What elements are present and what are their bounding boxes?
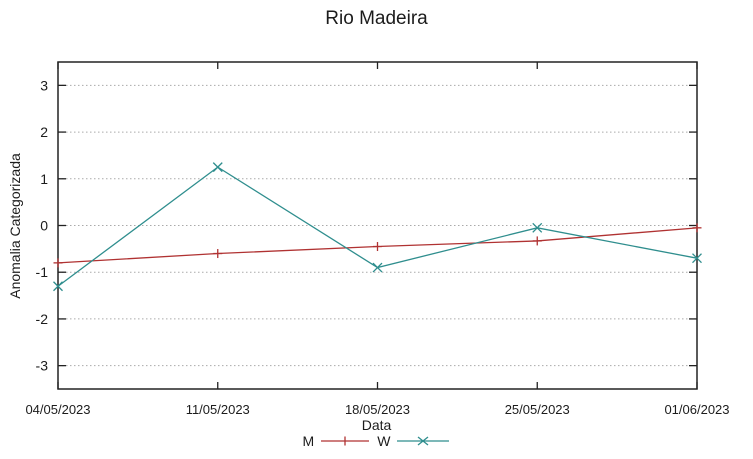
legend-item-m: M [303, 433, 371, 449]
y-tick-label: 2 [40, 124, 48, 140]
legend: M W [0, 433, 753, 449]
y-tick-label: -3 [36, 358, 49, 374]
x-axis-label: Data [361, 417, 392, 433]
x-marker [692, 253, 702, 264]
x-tick-label: 11/05/2023 [186, 402, 250, 417]
x-tick-label: 04/05/2023 [25, 402, 90, 417]
x-marker [53, 281, 63, 292]
y-tick-label: 3 [40, 77, 48, 93]
y-tick-label: -2 [36, 311, 49, 327]
x-marker [372, 262, 383, 273]
x-tick-label: 25/05/2023 [505, 402, 570, 417]
x-tick-label: 18/05/2023 [345, 402, 410, 417]
y-tick-label: 1 [40, 171, 48, 187]
legend-label-w: W [377, 433, 391, 449]
legend-item-w: W [377, 433, 450, 449]
x-tick-label: 01/06/2023 [664, 402, 729, 417]
x-marker [212, 162, 223, 173]
plus-line-marker-icon [321, 436, 370, 446]
plot-border [57, 61, 698, 390]
y-tick-label: -1 [36, 264, 49, 280]
x-marker [532, 222, 543, 233]
x-line-marker-icon [397, 436, 450, 446]
chart-title: Rio Madeira [325, 8, 428, 29]
legend-label-m: M [302, 433, 315, 449]
w-sample-x2 [418, 436, 429, 446]
y-tick-label: 0 [40, 218, 48, 234]
